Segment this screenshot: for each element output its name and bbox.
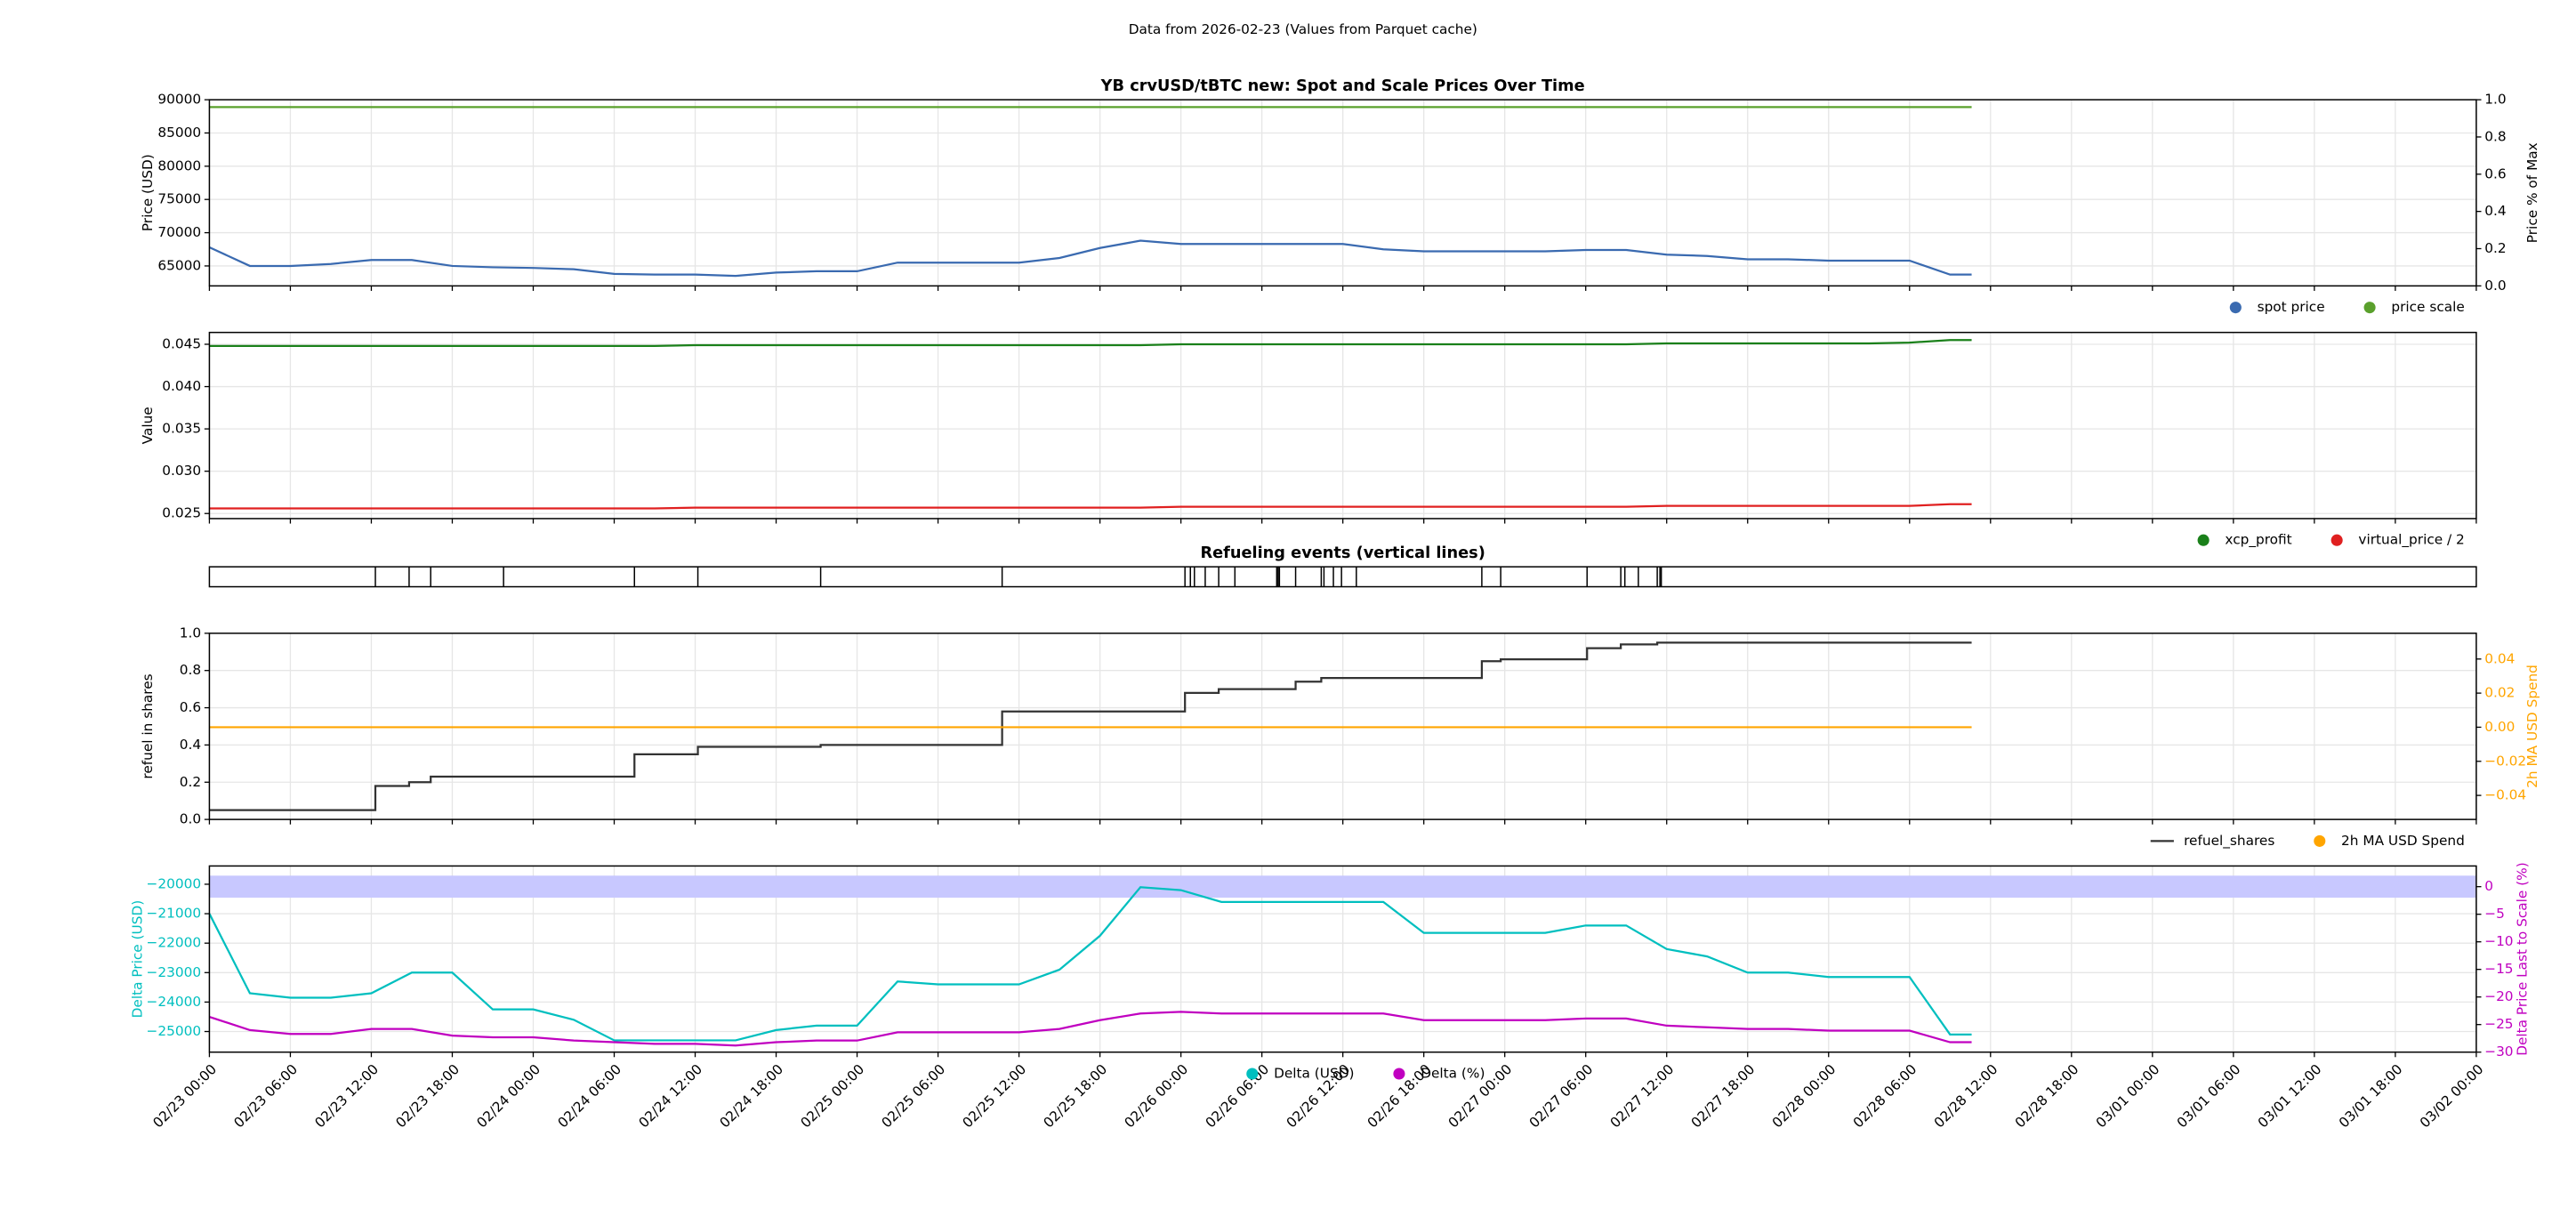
- legend-item: 2h MA USD Spend: [2314, 833, 2465, 849]
- y-tick-label: −22000: [147, 935, 202, 951]
- y-axis-label: refuel in shares: [140, 673, 156, 778]
- y-axis-label: Price (USD): [140, 154, 156, 231]
- series-line: [209, 503, 1972, 510]
- y-tick-label: 0.0: [180, 811, 201, 827]
- panel-title: YB crvUSD/tBTC new: Spot and Scale Price…: [1100, 77, 1585, 95]
- legend-marker: [2330, 534, 2343, 546]
- series-line: [208, 886, 1972, 1042]
- y-axis-label: Value: [140, 407, 156, 444]
- y2-tick-label: −20: [2484, 988, 2513, 1004]
- y2-tick-label: 0: [2484, 878, 2493, 894]
- legend-marker: [2229, 302, 2242, 314]
- legend: xcp_profit virtual_price / 2: [2197, 532, 2465, 549]
- legend-label: virtual_price / 2: [2358, 532, 2464, 549]
- y-tick-label: 1.0: [180, 625, 201, 641]
- series-line: [209, 339, 1972, 348]
- legend: refuel_shares 2h MA USD Spend: [2150, 833, 2465, 850]
- y-tick-label: 85000: [157, 125, 201, 141]
- y-tick-label: 90000: [157, 92, 201, 108]
- series-line: [208, 239, 1972, 278]
- y-tick-label: 0.2: [180, 774, 201, 790]
- legend-marker: [1246, 1068, 1259, 1080]
- panel-frame: [208, 331, 2477, 520]
- series-line: [209, 1011, 1972, 1047]
- y2-tick-label: −0.04: [2484, 787, 2526, 803]
- legend-marker: [2363, 302, 2376, 314]
- y-axis-label: Delta Price (USD): [130, 900, 146, 1019]
- panel-title: Refueling events (vertical lines): [1200, 544, 1485, 562]
- legend: Delta (USD) Delta (%): [1246, 1065, 1485, 1081]
- legend-item: spot price: [2229, 299, 2325, 315]
- y2-tick-label: −10: [2484, 933, 2513, 949]
- legend-label: 2h MA USD Spend: [2341, 833, 2465, 849]
- y2-tick-label: 0.04: [2484, 650, 2515, 666]
- y2-tick-label: 0.0: [2484, 278, 2506, 294]
- y-tick-label: 0.030: [162, 463, 201, 479]
- y2-tick-label: −25: [2484, 1016, 2513, 1032]
- suptitle: Data from 2026-02-23 (Values from Parque…: [1129, 21, 1477, 37]
- y2-axis-label: 2h MA USD Spend: [2524, 665, 2540, 788]
- y2-tick-label: 0.2: [2484, 240, 2506, 256]
- y2-tick-label: −15: [2484, 961, 2513, 977]
- y2-tick-label: 1.0: [2484, 92, 2506, 108]
- y-tick-label: −20000: [147, 875, 202, 891]
- y-tick-label: 70000: [157, 224, 201, 240]
- y2-tick-label: −5: [2484, 906, 2505, 922]
- y-tick-label: 0.025: [162, 505, 201, 521]
- y-tick-label: 0.040: [162, 378, 201, 394]
- y-tick-label: 65000: [157, 257, 201, 273]
- y2-tick-label: 0.6: [2484, 165, 2506, 181]
- y-tick-label: 0.045: [162, 335, 201, 351]
- panel-frame: [208, 865, 2477, 1053]
- legend-label: price scale: [2391, 299, 2464, 315]
- legend-item: virtual_price / 2: [2330, 532, 2465, 549]
- panel-frame: [208, 633, 2477, 820]
- legend-marker: [2197, 534, 2210, 546]
- y2-tick-label: 0.4: [2484, 203, 2506, 219]
- y-tick-label: −23000: [147, 964, 202, 980]
- y-tick-label: −24000: [147, 994, 202, 1010]
- legend-item: price scale: [2363, 299, 2465, 315]
- y2-tick-label: 0.00: [2484, 719, 2515, 735]
- y2-axis-label: Price % of Max: [2524, 142, 2540, 243]
- band: [209, 875, 2476, 899]
- legend-marker: [2314, 834, 2326, 847]
- y-tick-label: −21000: [147, 906, 202, 922]
- legend-label: Delta (%): [1421, 1065, 1485, 1081]
- legend-item: refuel_shares: [2150, 833, 2274, 850]
- legend-item: xcp_profit: [2197, 532, 2292, 549]
- y-tick-label: 0.6: [180, 699, 201, 715]
- y-tick-label: 0.8: [180, 662, 201, 678]
- y-tick-label: 80000: [157, 157, 201, 173]
- y2-tick-label: −30: [2484, 1044, 2513, 1060]
- series-line: [209, 641, 1972, 811]
- legend-label: refuel_shares: [2184, 833, 2274, 850]
- legend-label: spot price: [2258, 299, 2325, 315]
- legend-label: Delta (USD): [1274, 1065, 1354, 1081]
- y-tick-label: −25000: [147, 1023, 202, 1039]
- y-tick-label: 0.4: [180, 737, 201, 753]
- legend-item: Delta (%): [1393, 1065, 1485, 1081]
- legend-item: Delta (USD): [1246, 1065, 1354, 1081]
- y2-tick-label: −0.02: [2484, 753, 2526, 769]
- legend-label: xcp_profit: [2225, 532, 2291, 549]
- y2-tick-label: 0.8: [2484, 128, 2506, 144]
- y-tick-label: 75000: [157, 191, 201, 207]
- y-tick-label: 0.035: [162, 421, 201, 437]
- legend: spot price price scale: [2229, 299, 2465, 315]
- panel-frame: [208, 99, 2477, 287]
- legend-marker: [1393, 1068, 1405, 1080]
- y2-tick-label: 0.02: [2484, 685, 2515, 701]
- panel-frame: [208, 566, 2477, 588]
- y2-axis-label: Delta Price Last to Scale (%): [2515, 862, 2531, 1056]
